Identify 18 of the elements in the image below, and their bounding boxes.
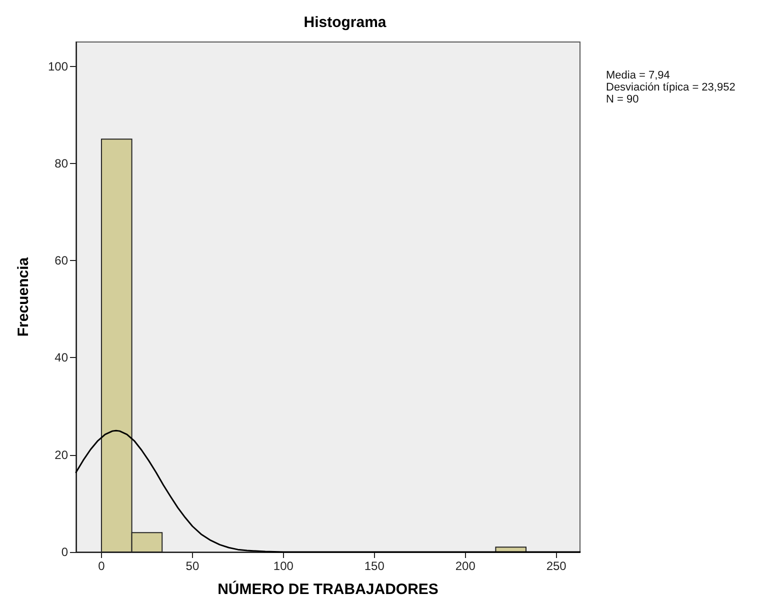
y-tick-label: 20 <box>54 448 68 462</box>
y-axis-title: Frecuencia <box>15 256 32 337</box>
y-tick-label: 100 <box>48 59 68 74</box>
x-tick-label: 0 <box>98 559 106 573</box>
y-tick-label: 80 <box>54 156 68 170</box>
y-tick-label: 40 <box>54 350 68 365</box>
text: Desviación típica = 23,952 <box>606 82 736 94</box>
text: Media = 7,94 <box>606 70 670 82</box>
x-tick-label: 200 <box>455 559 476 573</box>
text: N = 90 <box>606 94 639 106</box>
y-tick-label: 0 <box>61 545 68 559</box>
chart-title: Histograma <box>304 14 387 31</box>
x-tick-label: 150 <box>364 559 385 573</box>
x-tick-label: 100 <box>273 559 294 573</box>
y-tick-label: 60 <box>54 254 68 268</box>
x-tick-label: 50 <box>186 559 200 573</box>
x-axis-title: NÚMERO DE TRABAJADORES <box>218 580 438 598</box>
x-tick-label: 250 <box>546 559 567 573</box>
